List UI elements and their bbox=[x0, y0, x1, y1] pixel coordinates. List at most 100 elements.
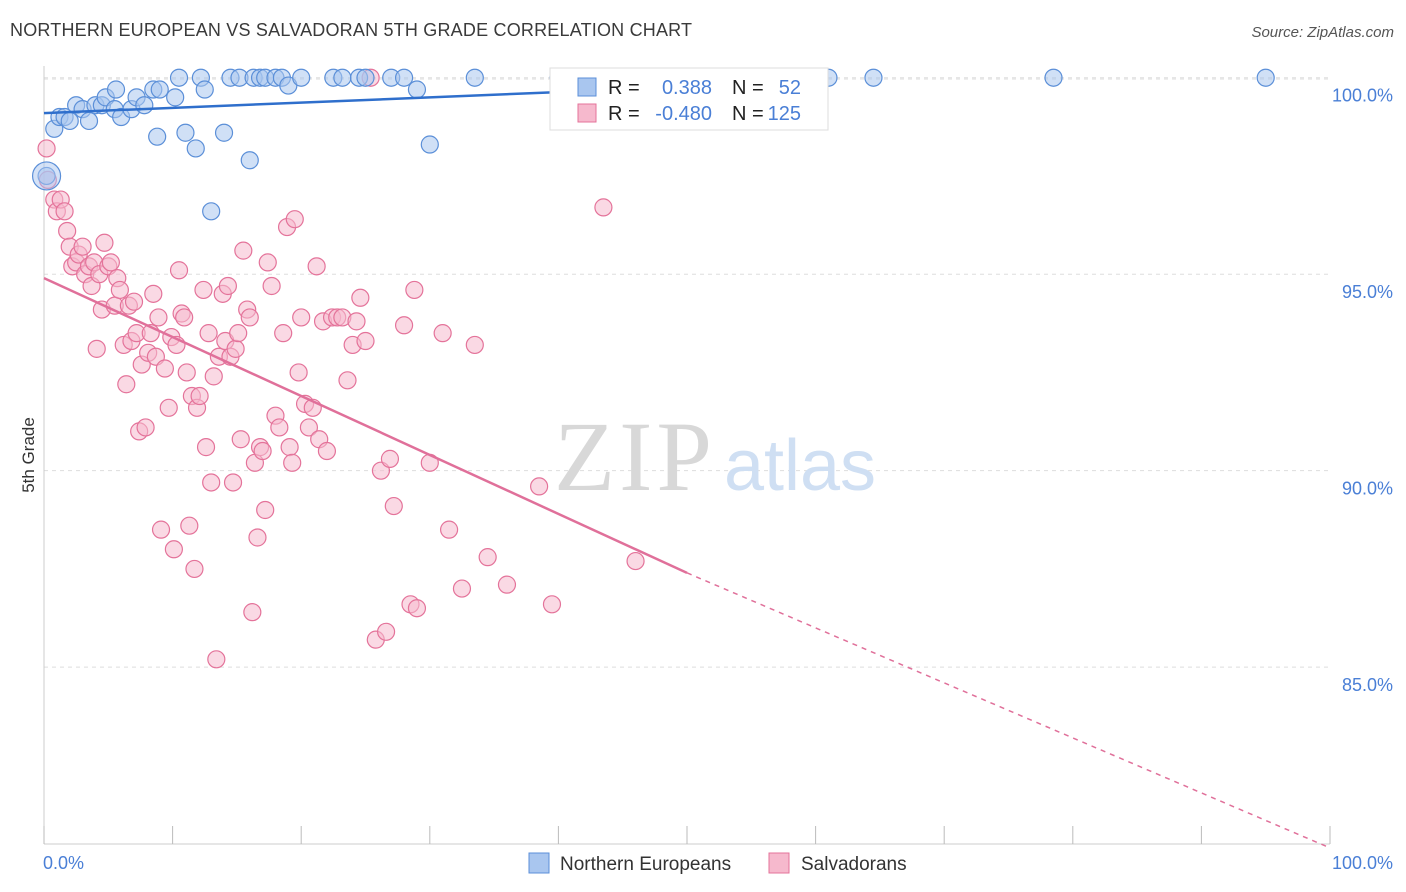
data-point bbox=[530, 477, 549, 496]
data-point bbox=[307, 257, 326, 276]
watermark-zip: ZIP bbox=[554, 401, 716, 512]
y-tick-label: 90.0% bbox=[1342, 479, 1393, 499]
legend-swatch-pink bbox=[577, 103, 597, 123]
data-point bbox=[384, 496, 403, 516]
data-point bbox=[199, 324, 218, 343]
data-point bbox=[106, 80, 126, 99]
watermark: ZIP atlas bbox=[554, 401, 876, 512]
data-point bbox=[465, 68, 484, 87]
data-point bbox=[407, 599, 427, 618]
data-point bbox=[37, 139, 56, 158]
legend-n-value-2: 125 bbox=[768, 103, 801, 125]
data-point bbox=[117, 375, 136, 394]
data-point bbox=[194, 280, 213, 300]
data-point bbox=[351, 288, 370, 307]
data-point bbox=[177, 363, 196, 382]
data-point bbox=[420, 135, 439, 154]
legend-r-value-2: -0.480 bbox=[655, 103, 712, 125]
data-point bbox=[356, 331, 375, 351]
data-point bbox=[79, 111, 99, 131]
data-point bbox=[202, 473, 221, 492]
data-point bbox=[380, 449, 400, 468]
legend-r-value-1: 0.388 bbox=[662, 77, 712, 99]
data-point bbox=[347, 312, 366, 331]
data-point bbox=[207, 650, 226, 669]
data-point bbox=[169, 68, 189, 87]
y-tick-label: 100.0% bbox=[1332, 86, 1393, 106]
x-tick-label-max: 100.0% bbox=[1332, 853, 1393, 873]
data-point bbox=[150, 80, 169, 99]
y-tick-label: 85.0% bbox=[1342, 675, 1393, 695]
y-tick-labels: 85.0% 90.0% 95.0% 100.0% bbox=[1332, 86, 1393, 695]
data-point bbox=[285, 210, 304, 229]
bottom-legend-northern-europeans: Northern Europeans bbox=[560, 854, 731, 875]
trend-line-salvadorans-extension bbox=[686, 572, 1331, 849]
data-point bbox=[433, 324, 452, 343]
data-point bbox=[270, 418, 289, 437]
data-point bbox=[144, 284, 163, 303]
data-point bbox=[333, 68, 352, 87]
series-legend: Northern Europeans Salvadorans bbox=[528, 852, 907, 875]
data-point bbox=[394, 68, 414, 87]
data-point bbox=[159, 398, 178, 417]
data-point bbox=[176, 123, 195, 142]
data-point bbox=[195, 80, 214, 99]
data-point bbox=[256, 500, 275, 520]
data-point bbox=[202, 202, 221, 221]
data-point bbox=[55, 202, 74, 221]
data-point bbox=[317, 441, 337, 461]
data-point bbox=[240, 308, 259, 327]
bottom-legend-swatch-blue bbox=[528, 852, 550, 874]
data-point bbox=[231, 430, 250, 449]
data-point bbox=[274, 324, 293, 343]
data-point bbox=[376, 622, 396, 641]
data-point bbox=[155, 359, 174, 378]
data-point bbox=[149, 308, 168, 327]
data-point bbox=[101, 253, 120, 272]
data-point bbox=[594, 198, 613, 217]
legend-swatch-blue bbox=[577, 77, 597, 97]
data-point bbox=[626, 551, 645, 571]
data-point bbox=[226, 339, 245, 358]
axes bbox=[43, 66, 1331, 845]
legend-r-label-1: R = bbox=[608, 77, 640, 99]
data-point bbox=[243, 603, 262, 622]
data-point bbox=[166, 88, 185, 107]
data-point bbox=[338, 371, 357, 390]
chart-title: NORTHERN EUROPEAN VS SALVADORAN 5TH GRAD… bbox=[10, 20, 693, 40]
data-point bbox=[240, 151, 259, 170]
legend-r-label-2: R = bbox=[608, 103, 640, 125]
data-point bbox=[151, 520, 171, 539]
data-point bbox=[95, 233, 114, 252]
legend-n-label-1: N = bbox=[732, 77, 764, 99]
data-point bbox=[180, 516, 199, 535]
data-point bbox=[136, 418, 155, 437]
data-point bbox=[190, 386, 209, 406]
data-point bbox=[58, 221, 77, 241]
data-point bbox=[1256, 68, 1275, 87]
data-point bbox=[452, 579, 472, 598]
data-point bbox=[280, 438, 299, 457]
y-axis-label: 5th Grade bbox=[19, 417, 38, 493]
data-point bbox=[148, 127, 167, 146]
data-point bbox=[299, 418, 319, 437]
data-point bbox=[292, 68, 311, 87]
data-point bbox=[262, 276, 281, 296]
data-point bbox=[196, 438, 216, 457]
data-point bbox=[407, 80, 427, 99]
data-point bbox=[248, 528, 267, 547]
source-label: Source: ZipAtlas.com bbox=[1251, 24, 1394, 41]
data-point bbox=[394, 316, 414, 335]
data-point bbox=[186, 139, 205, 158]
data-point bbox=[73, 237, 92, 256]
data-point bbox=[497, 575, 517, 594]
data-point bbox=[439, 520, 459, 539]
data-point bbox=[214, 123, 234, 142]
data-point bbox=[292, 308, 311, 327]
data-point bbox=[405, 280, 424, 300]
x-tick-label-min: 0.0% bbox=[43, 853, 84, 873]
correlation-legend: R = 0.388 N = 52 R = -0.480 N = 125 bbox=[549, 67, 829, 131]
data-point bbox=[258, 253, 277, 272]
legend-n-label-2: N = bbox=[732, 103, 764, 125]
